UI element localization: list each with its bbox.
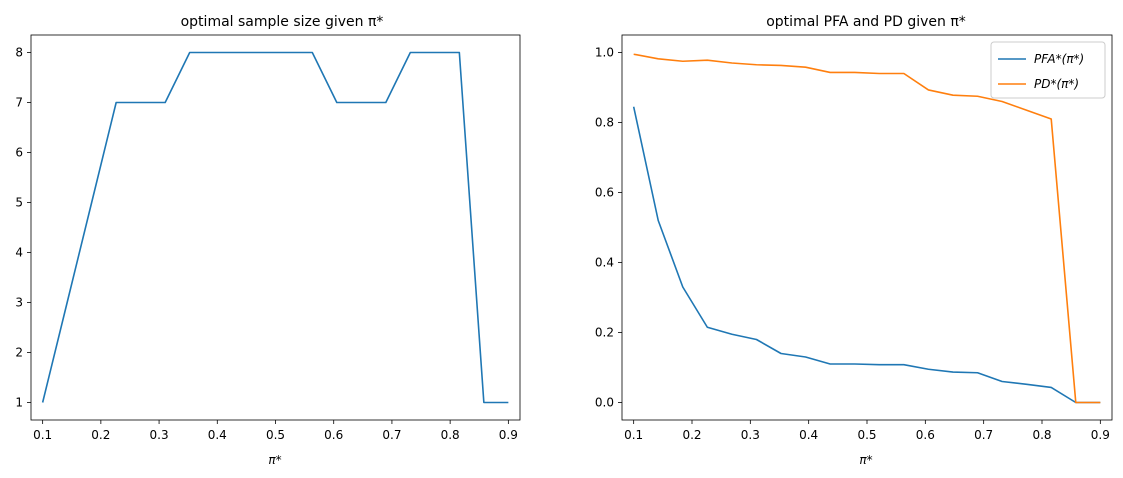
chart-left-title: optimal sample size given π* (181, 14, 384, 30)
chart-right-plot: 0.1 0.2 0.3 0.4 0.5 0.6 0.7 0.8 0.9 0.0 0.2 0.4 0.6 0… (595, 46, 1110, 443)
x-tick-label: 0.6 (916, 428, 935, 442)
chart-left-plot: 0.1 0.2 0.3 0.4 0.5 0.6 0.7 0.8 0.9 1 2 3 4 5 6 7 8 (15, 46, 518, 443)
chart-left: optimal sample size given π* 0.1 0.2 0.3 0.… (15, 14, 521, 467)
x-tick-label: 0.5 (857, 428, 876, 442)
x-tick-label: 0.6 (324, 428, 343, 442)
x-tick-label: 0.2 (682, 428, 701, 442)
series-line-0 (632, 106, 1101, 404)
x-tick-label: 0.7 (974, 428, 993, 442)
y-tick-label: 8 (15, 46, 23, 60)
legend-label-pd: PD*(π*) (1034, 77, 1079, 91)
x-tick-label: 0.3 (150, 428, 169, 442)
x-tick-label: 0.8 (441, 428, 460, 442)
y-tick-label: 6 (15, 146, 23, 160)
x-tick-label: 0.1 (33, 428, 52, 442)
x-tick-label: 0.8 (1032, 428, 1051, 442)
x-tick-label: 0.9 (1091, 428, 1110, 442)
legend: PFA*(π*) PD*(π*) (990, 41, 1106, 99)
y-tick-label: 0.8 (595, 116, 614, 130)
x-tick-label: 0.3 (741, 428, 760, 442)
y-tick-label: 0.4 (595, 256, 614, 270)
chart-left-frame (30, 34, 521, 421)
y-tick-label: 4 (15, 246, 23, 260)
y-tick-label: 3 (15, 296, 23, 310)
y-tick-label: 1.0 (595, 46, 614, 60)
x-tick-label: 0.7 (382, 428, 401, 442)
y-tick-label: 0.0 (595, 396, 614, 410)
y-tick-label: 2 (15, 346, 23, 360)
x-tick-label: 0.9 (499, 428, 518, 442)
series-line-1 (633, 53, 1101, 404)
y-tick-label: 7 (15, 96, 23, 110)
y-tick-label: 0.6 (595, 186, 614, 200)
x-tick-label: 0.4 (799, 428, 818, 442)
series-line-0 (41, 51, 509, 404)
chart-right-frame (621, 34, 1113, 421)
chart-right-title: optimal PFA and PD given π* (766, 14, 966, 30)
chart-right: optimal PFA and PD given π* 0.1 0.2 0.3 0.4… (595, 14, 1113, 467)
chart-left-xlabel: π* (268, 453, 281, 467)
x-tick-label: 0.5 (266, 428, 285, 442)
y-tick-label: 1 (15, 396, 23, 410)
legend-label-pfa: PFA*(π*) (1034, 52, 1084, 66)
y-tick-label: 0.2 (595, 326, 614, 340)
x-tick-label: 0.4 (208, 428, 227, 442)
chart-right-xlabel: π* (859, 453, 872, 467)
x-tick-label: 0.2 (91, 428, 110, 442)
y-tick-label: 5 (15, 196, 23, 210)
x-tick-label: 0.1 (624, 428, 643, 442)
